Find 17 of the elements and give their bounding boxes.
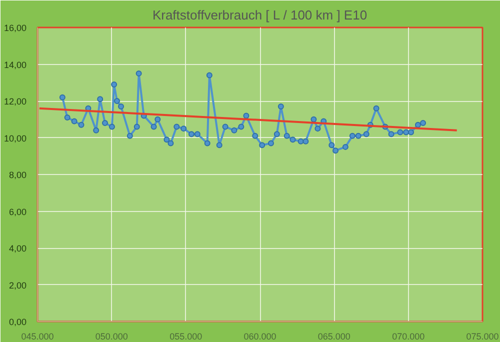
y-tick-label: 0,00 — [8, 317, 27, 327]
y-tick-label: 12,00 — [4, 96, 27, 106]
y-tick-label: 8,00 — [8, 170, 27, 180]
x-tick-label: 050.000 — [95, 332, 128, 342]
x-tick-label: 065.000 — [318, 332, 350, 342]
x-tick-label: 045.000 — [21, 332, 54, 342]
y-tick-label: 14,00 — [4, 60, 27, 70]
y-tick-label: 10,00 — [4, 133, 27, 144]
y-tick-label: 6,00 — [8, 206, 27, 217]
y-tick-label: 4,00 — [8, 244, 27, 254]
x-tick-label: 060.000 — [244, 332, 276, 342]
chart-title: Kraftstoffverbrauch [ L / 100 km ] E10 — [152, 8, 368, 22]
x-tick-label: 070.000 — [392, 332, 425, 342]
x-tick-label: 055.000 — [170, 332, 202, 342]
x-tick-label: 075.000 — [466, 332, 499, 342]
y-tick-label: 16,00 — [4, 23, 27, 33]
y-tick-label: 2,00 — [8, 280, 27, 290]
